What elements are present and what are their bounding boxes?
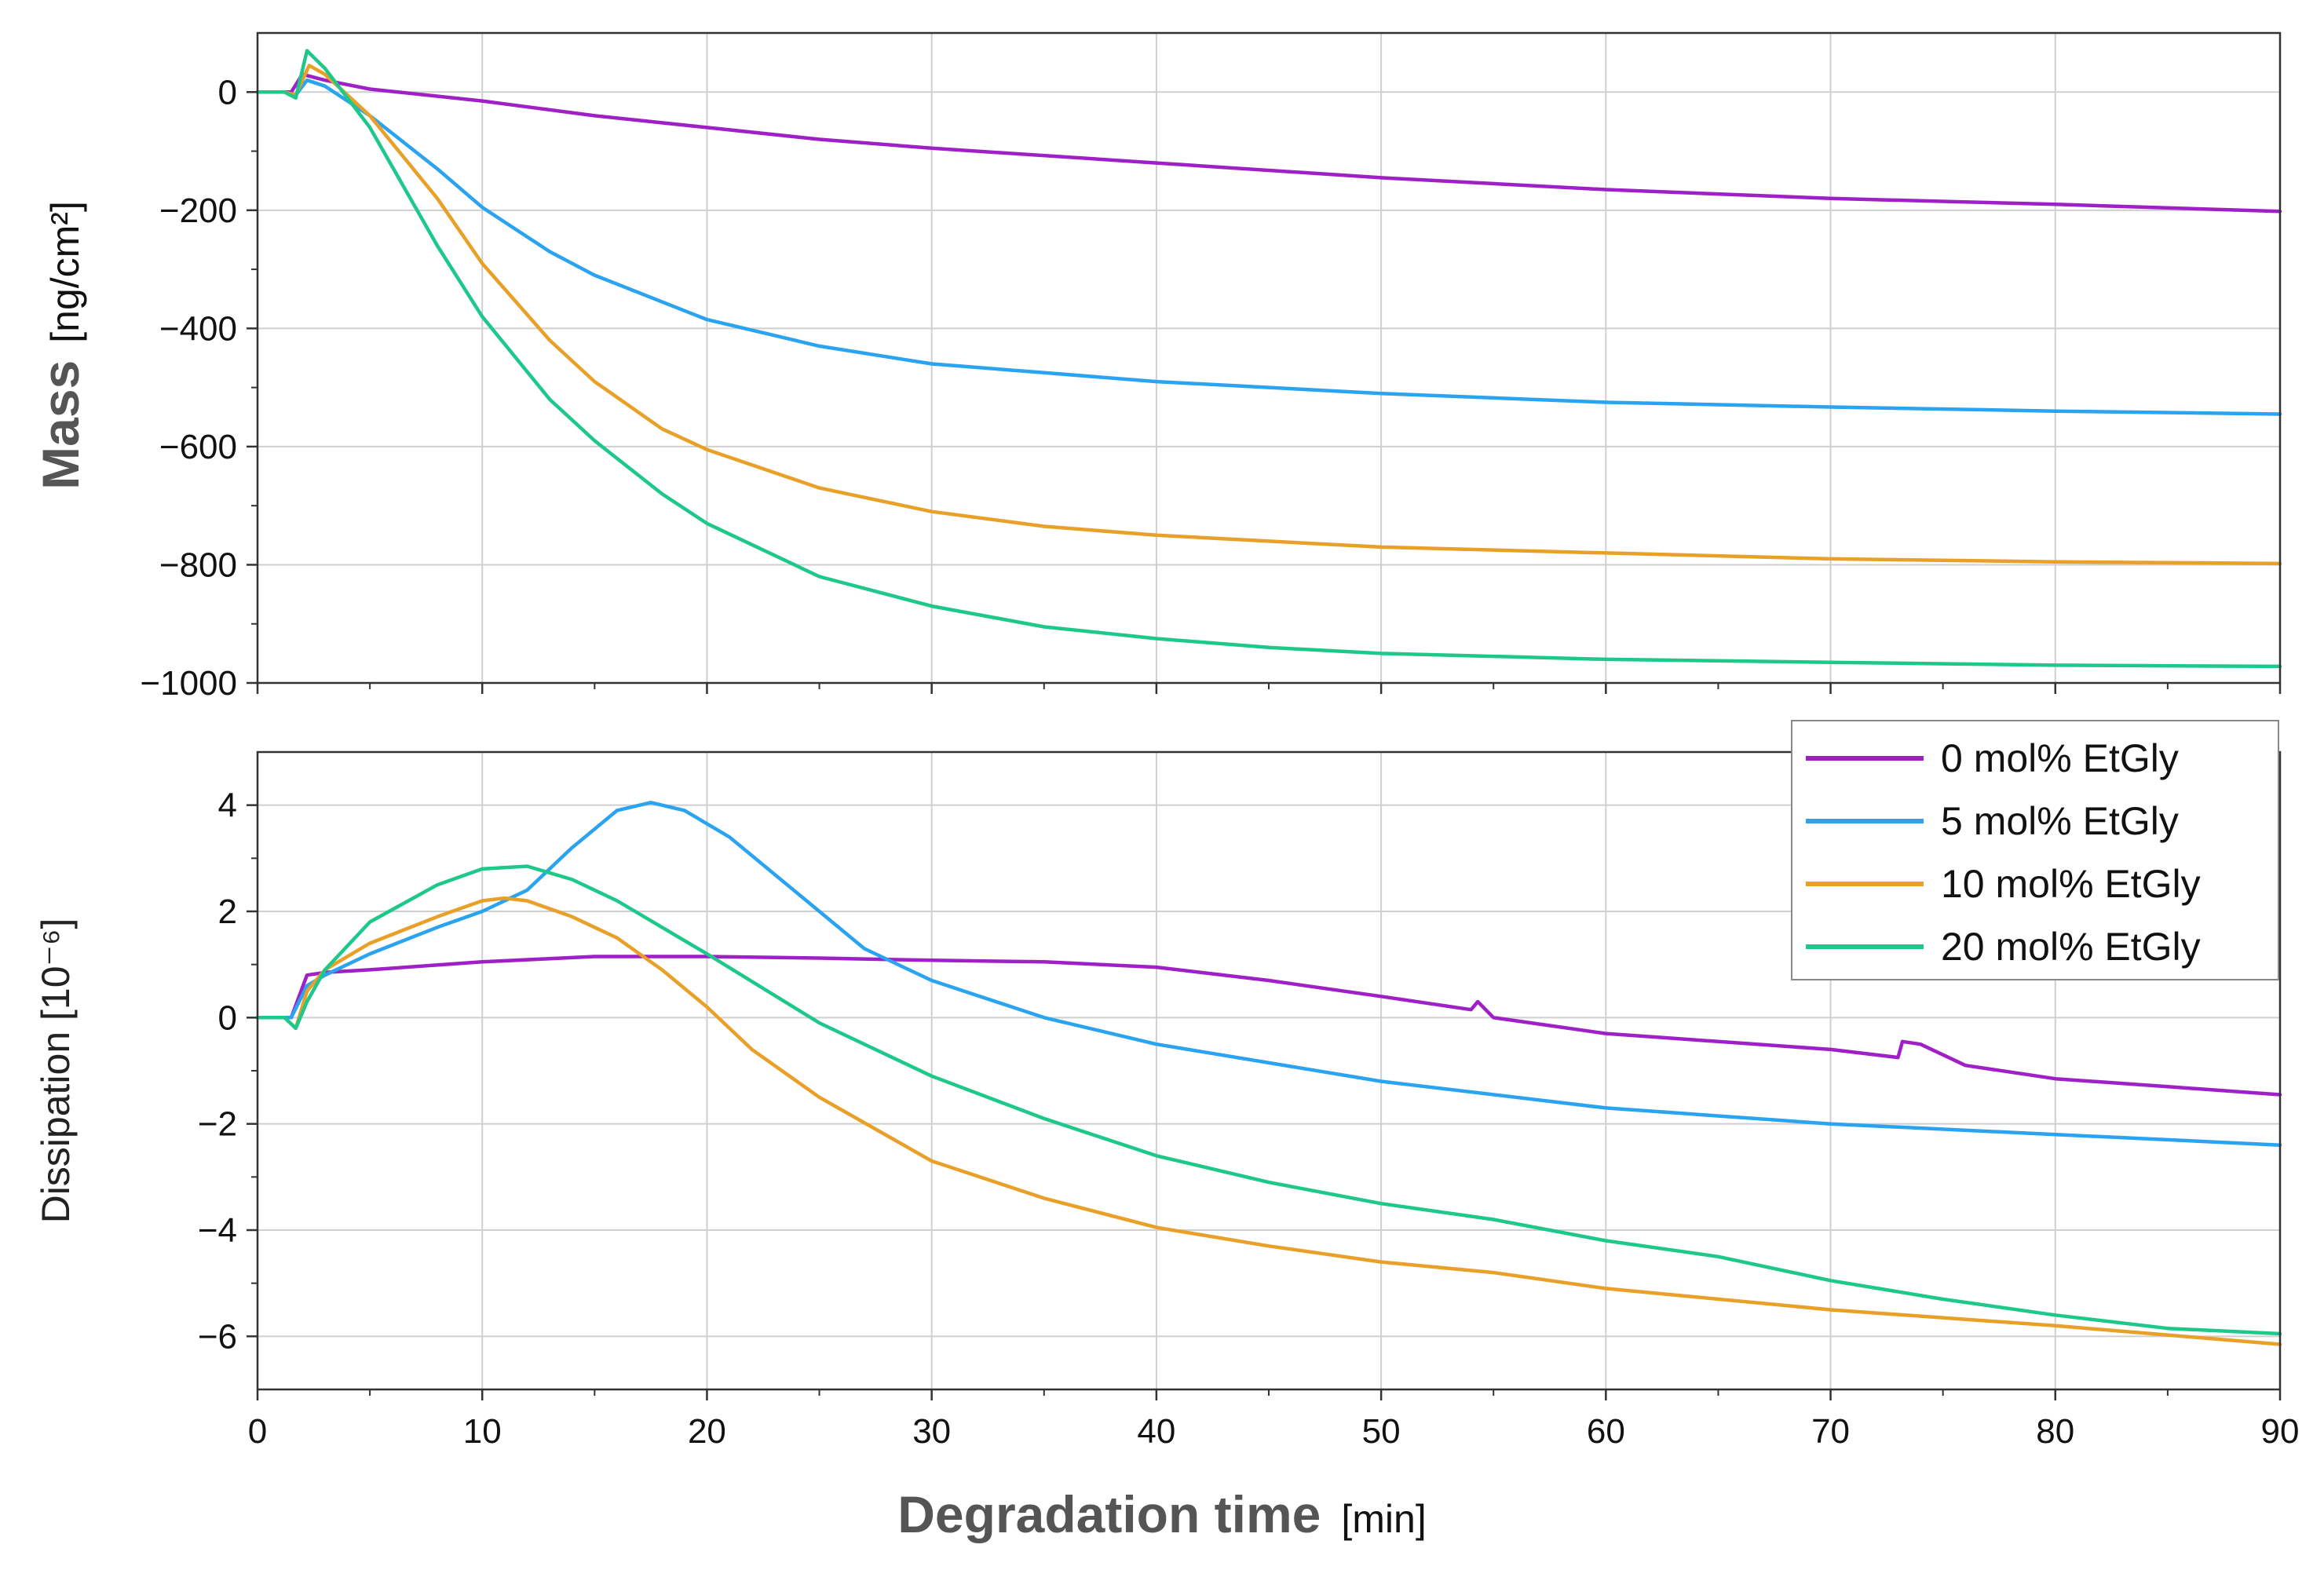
x-axis-label-main: Degradation time — [897, 1485, 1321, 1543]
x-tick-label: 30 — [912, 1412, 951, 1451]
mass-y-tick-label: −200 — [159, 192, 237, 230]
diss-y-tick-label: −4 — [198, 1211, 237, 1250]
legend-label-1: 5 mol% EtGly — [1941, 799, 2179, 843]
mass-y-tick-label: −400 — [159, 309, 237, 348]
diss-y-tick-label: −6 — [198, 1317, 237, 1356]
mass-series-line-3 — [255, 49, 2282, 669]
legend-label-2: 10 mol% EtGly — [1941, 862, 2201, 906]
diss-series-line-3 — [255, 864, 2282, 1336]
x-tick-label: 70 — [1811, 1412, 1850, 1451]
mass-series-line-1 — [255, 78, 2282, 416]
mass-y-tick-label: −600 — [159, 428, 237, 466]
legend-box — [1791, 720, 2279, 980]
legend: 0 mol% EtGly 5 mol% EtGly 10 mol% EtGly 20 … — [1791, 720, 2279, 980]
x-tick-label: 60 — [1587, 1412, 1625, 1451]
legend-label-0: 0 mol% EtGly — [1941, 736, 2179, 780]
dissipation-ticks: 4 2 0 −2 −4 −6 — [198, 787, 2282, 1400]
legend-label-3: 20 mol% EtGly — [1941, 925, 2201, 969]
mass-ylabel-unit: [ng/cm²] — [43, 201, 87, 343]
x-tick-label: 0 — [248, 1412, 267, 1451]
x-axis-label-unit: [min] — [1341, 1497, 1426, 1541]
mass-series-group — [255, 49, 2282, 669]
diss-series-line-0 — [255, 955, 2282, 1097]
mass-ylabel: Mass [ng/cm²] — [31, 201, 90, 490]
dissipation-ylabel: Dissipation [10⁻⁶] — [34, 918, 78, 1224]
mass-y-tick-label: 0 — [218, 73, 237, 111]
mass-series-line-2 — [255, 64, 2282, 566]
x-tick-label: 10 — [463, 1412, 502, 1451]
dissipation-series-group — [255, 801, 2282, 1346]
mass-panel: 0 −200 −400 −600 −800 −1000 Mass [ng/cm²] — [31, 31, 2282, 703]
dissipation-panel: 420−2−4−6 Dissipation [10⁻⁶] 0 10 20 30 40 50… — [34, 720, 2300, 1543]
x-tick-label: 80 — [2036, 1412, 2074, 1451]
diss-series-line-1 — [255, 801, 2282, 1147]
x-tick-label: 40 — [1137, 1412, 1175, 1451]
mass-ylabel-main: Mass — [31, 360, 90, 490]
mass-series-line-0 — [255, 72, 2282, 214]
x-tick-label: 50 — [1362, 1412, 1401, 1451]
x-axis-label: Degradation time [min] — [897, 1485, 1426, 1543]
mass-y-tick-label: −800 — [159, 546, 237, 584]
mass-y-tick-label: −1000 — [140, 664, 237, 703]
diss-y-tick-label: 4 — [218, 787, 237, 825]
x-tick-label: 20 — [688, 1412, 726, 1451]
diss-y-tick-label: −2 — [198, 1105, 237, 1144]
mass-ticks: 0 −200 −400 −600 −800 −1000 — [140, 73, 2282, 703]
diss-y-tick-label: 0 — [218, 999, 237, 1037]
x-tick-label: 90 — [2261, 1412, 2300, 1451]
diss-y-tick-label: 2 — [218, 893, 237, 931]
x-axis-ticks: 0 10 20 30 40 50 60 70 80 90 — [248, 1412, 2300, 1451]
diss-series-line-2 — [255, 896, 2282, 1346]
